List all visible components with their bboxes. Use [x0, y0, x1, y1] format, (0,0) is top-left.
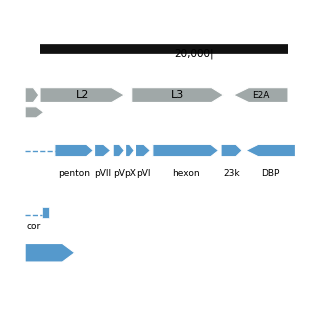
Polygon shape — [234, 88, 288, 102]
Text: DBP: DBP — [261, 169, 280, 178]
Polygon shape — [132, 88, 224, 102]
Polygon shape — [125, 144, 134, 157]
Text: L3: L3 — [171, 90, 184, 100]
Polygon shape — [113, 144, 124, 157]
Text: pVI: pVI — [136, 169, 150, 178]
Text: pVII: pVII — [94, 169, 111, 178]
Text: L2: L2 — [76, 90, 89, 100]
Polygon shape — [40, 88, 124, 102]
Polygon shape — [25, 88, 39, 102]
Text: hexon: hexon — [172, 169, 199, 178]
Text: pX: pX — [124, 169, 136, 178]
FancyBboxPatch shape — [43, 207, 49, 218]
Polygon shape — [25, 244, 75, 262]
Polygon shape — [135, 144, 150, 157]
Polygon shape — [95, 144, 111, 157]
Text: pV: pV — [113, 169, 124, 178]
Text: 20,000|: 20,000| — [174, 49, 213, 59]
Polygon shape — [25, 107, 44, 118]
Polygon shape — [221, 144, 242, 157]
Polygon shape — [153, 144, 219, 157]
Text: penton: penton — [58, 169, 90, 178]
Text: 23k: 23k — [223, 169, 240, 178]
Text: E2A: E2A — [252, 91, 269, 100]
Text: cor: cor — [26, 222, 41, 231]
Polygon shape — [55, 144, 93, 157]
Polygon shape — [246, 144, 295, 157]
